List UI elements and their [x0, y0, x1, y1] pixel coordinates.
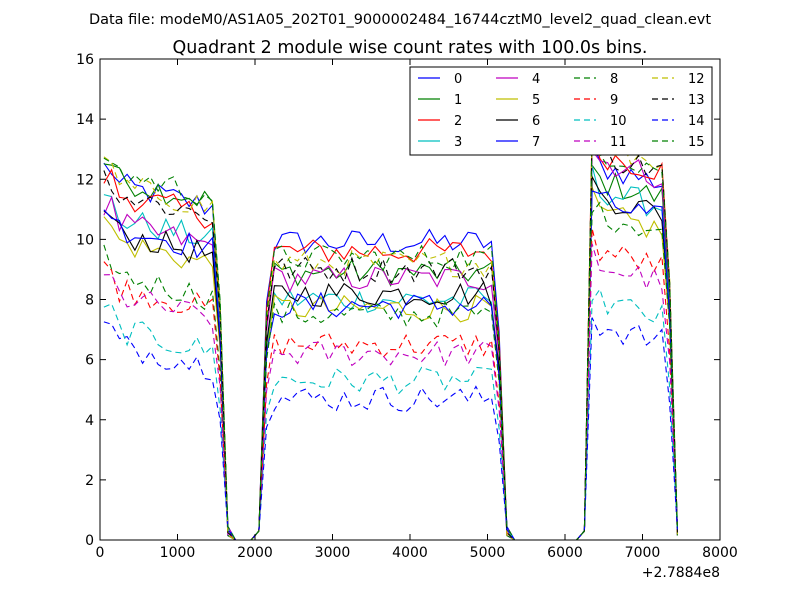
y-tick-label: 14: [76, 112, 94, 128]
legend-label-1: 1: [454, 93, 462, 108]
legend-label-6: 6: [532, 114, 540, 129]
figure-suptitle: Data file: modeM0/AS1A05_202T01_90000024…: [89, 12, 711, 28]
legend-label-4: 4: [532, 72, 540, 87]
x-tick-label: 7000: [625, 545, 661, 561]
x-tick-label: 8000: [702, 545, 738, 561]
x-tick-label: 6000: [547, 545, 583, 561]
legend-label-11: 11: [610, 135, 627, 150]
series-line-6: [103, 174, 678, 541]
y-tick-label: 6: [85, 353, 94, 369]
series-line-9: [103, 228, 678, 541]
legend-label-9: 9: [610, 93, 618, 108]
legend-label-15: 15: [688, 135, 705, 150]
legend-label-12: 12: [688, 72, 705, 87]
y-tick-label: 16: [76, 52, 94, 68]
x-tick-label: 0: [96, 545, 105, 561]
series-line-14: [103, 317, 678, 541]
x-tick-label: 5000: [470, 545, 506, 561]
y-tick-label: 2: [85, 473, 94, 489]
legend-label-7: 7: [532, 135, 540, 150]
legend-label-0: 0: [454, 72, 462, 87]
series-line-10: [103, 287, 678, 541]
legend-label-14: 14: [688, 114, 705, 129]
y-tick-label: 10: [76, 232, 94, 248]
chart-title: Quadrant 2 module wise count rates with …: [173, 38, 648, 58]
legend-label-8: 8: [610, 72, 618, 87]
legend-label-10: 10: [610, 114, 627, 129]
x-tick-label: 1000: [160, 545, 196, 561]
x-tick-label: 3000: [315, 545, 351, 561]
y-tick-label: 4: [85, 413, 94, 429]
y-tick-label: 8: [85, 293, 94, 309]
legend-label-13: 13: [688, 93, 705, 108]
series-line-11: [103, 243, 678, 541]
x-tick-label: 2000: [237, 545, 273, 561]
y-tick-label: 12: [76, 172, 94, 188]
legend-box: [409, 66, 713, 156]
x-tick-label: 4000: [392, 545, 428, 561]
x-axis-offset-label: +2.7884e8: [642, 565, 720, 581]
legend-label-5: 5: [532, 93, 540, 108]
series-line-8: [103, 201, 678, 541]
y-tick-label: 0: [85, 533, 94, 549]
series-line-7: [103, 190, 678, 541]
ticks-layer: 0 1000 2000 3000 4000 5000 6000 7000 80000246810…: [76, 52, 738, 561]
legend-label-2: 2: [454, 114, 462, 129]
legend-label-3: 3: [454, 135, 462, 150]
